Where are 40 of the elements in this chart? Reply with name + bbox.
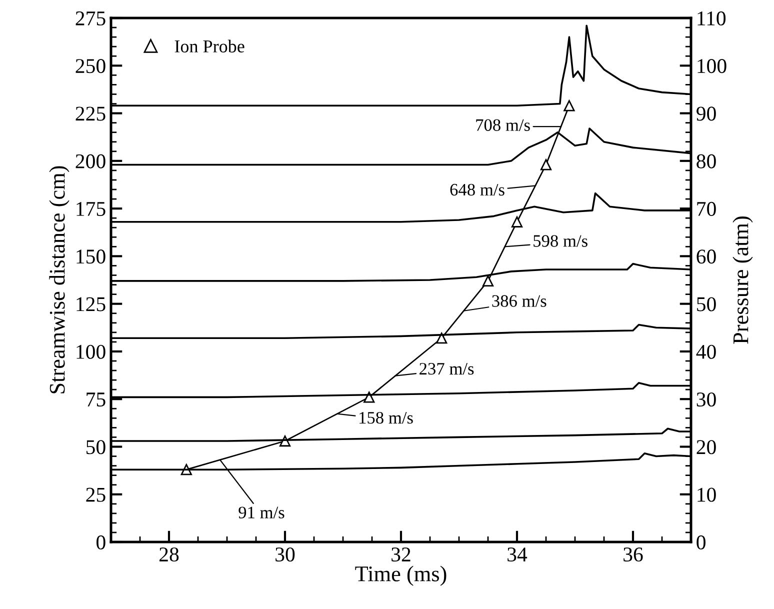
y-axis-title: Streamwise distance (cm)	[49, 166, 70, 394]
y-tick-label: 150	[76, 250, 106, 264]
y2-tick-label: 80	[696, 154, 716, 168]
y2-axis-title: Pressure (atm)	[732, 216, 753, 344]
annotation: 648 m/s	[450, 184, 504, 196]
y-tick-label: 25	[86, 488, 106, 502]
x-tick-label: 30	[276, 547, 295, 562]
y-tick-label: 175	[76, 202, 106, 216]
y-tick-label: 125	[76, 297, 106, 312]
x-tick-label: 32	[392, 548, 410, 562]
y2-tick-label: 110	[698, 11, 726, 26]
y-tick-label: 100	[76, 344, 106, 359]
x-axis-title: Time (ms)	[355, 566, 446, 586]
x-tick-label: 28	[160, 547, 179, 562]
y2-tick-label: 50	[697, 297, 716, 312]
x-tick-label: 34	[508, 548, 528, 562]
y-tick-label: 275	[76, 11, 106, 26]
y-tick-label: 250	[76, 59, 106, 74]
y-tick-label: 225	[76, 106, 106, 121]
y-tick-label: 0	[96, 535, 106, 550]
y2-tick-label: 100	[698, 59, 726, 74]
x-tick-label: 36	[624, 548, 643, 562]
y-tick-label: 50	[86, 440, 106, 454]
annotation: 91 m/s	[238, 506, 284, 518]
y2-tick-label: 20	[696, 440, 716, 454]
annotation: 598 m/s	[534, 235, 588, 247]
y2-tick-label: 40	[696, 344, 716, 359]
annotation: 158 m/s	[360, 412, 413, 424]
annotation: 708 m/s	[476, 119, 530, 131]
y2-tick-label: 30	[696, 392, 716, 407]
y2-tick-label: 90	[696, 106, 716, 121]
legend-label: Ion Probe	[174, 40, 244, 52]
y2-tick-label: 0	[696, 535, 706, 550]
annotation: 386 m/s	[492, 295, 546, 307]
y2-tick-label: 10	[698, 488, 716, 502]
y-tick-label: 200	[76, 154, 106, 168]
annotation: 237 m/s	[420, 362, 474, 375]
y2-tick-label: 70	[697, 202, 716, 216]
y2-tick-label: 60	[696, 250, 716, 264]
y-tick-label: 75	[86, 392, 106, 407]
